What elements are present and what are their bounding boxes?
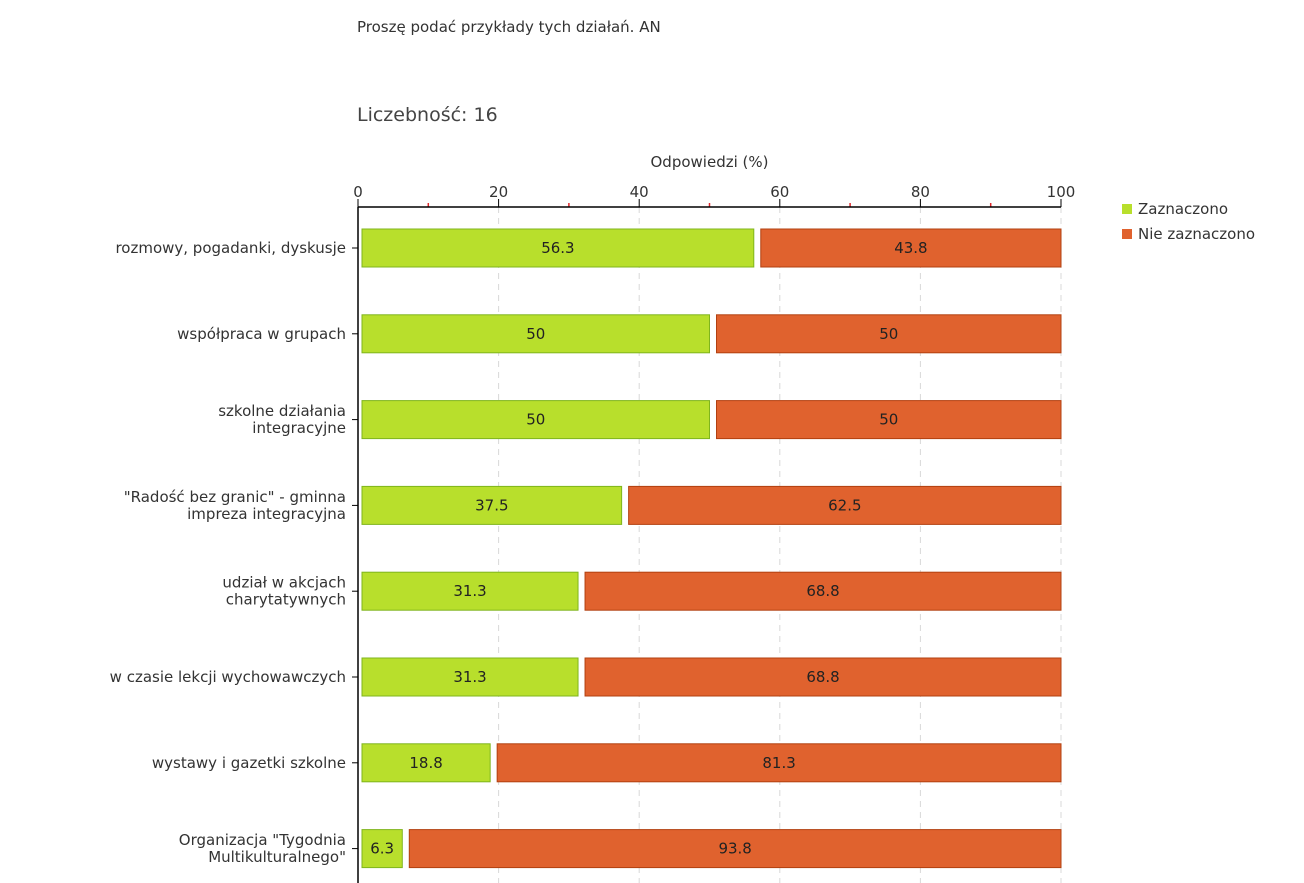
category-label: "Radość bez granic" - gminna [124, 488, 346, 506]
bar-value-label: 31.3 [453, 582, 486, 600]
bar-value-label: 93.8 [718, 840, 751, 858]
legend-label: Nie zaznaczono [1138, 225, 1255, 243]
category-label: Organizacja "Tygodnia [179, 831, 346, 849]
x-tick-label: 80 [911, 183, 930, 201]
legend-swatch [1122, 229, 1132, 239]
x-tick-label: 60 [770, 183, 789, 201]
x-axis-title: Odpowiedzi (%) [651, 153, 769, 171]
legend-swatch [1122, 204, 1132, 214]
bar-value-label: 56.3 [541, 239, 574, 257]
category-label: integracyjne [252, 419, 346, 437]
bar-value-label: 50 [879, 325, 898, 343]
category-label: rozmowy, pogadanki, dyskusje [115, 239, 346, 257]
bar-value-label: 81.3 [762, 754, 795, 772]
bar-value-label: 18.8 [409, 754, 442, 772]
category-label: wystawy i gazetki szkolne [152, 754, 346, 772]
category-label: współpraca w grupach [177, 325, 346, 343]
bar-value-label: 68.8 [806, 582, 839, 600]
x-tick-label: 20 [489, 183, 508, 201]
x-tick-label: 40 [630, 183, 649, 201]
category-label: Multikulturalnego" [208, 848, 346, 866]
category-label: udział w akcjach [222, 574, 346, 592]
bar-value-label: 62.5 [828, 496, 861, 514]
bar-value-label: 50 [879, 411, 898, 429]
legend-label: Zaznaczono [1138, 200, 1228, 218]
bar-value-label: 43.8 [894, 239, 927, 257]
bar-value-label: 50 [526, 411, 545, 429]
x-tick-label: 100 [1047, 183, 1076, 201]
category-label: w czasie lekcji wychowawczych [110, 668, 346, 686]
bar-value-label: 6.3 [370, 840, 394, 858]
category-label: charytatywnych [226, 591, 346, 609]
bar-value-label: 68.8 [806, 668, 839, 686]
bar-value-label: 50 [526, 325, 545, 343]
bar-value-label: 31.3 [453, 668, 486, 686]
bar-value-label: 37.5 [475, 496, 508, 514]
x-tick-label: 0 [353, 183, 363, 201]
category-label: impreza integracyjna [187, 505, 346, 523]
category-label: szkolne działania [218, 402, 346, 420]
